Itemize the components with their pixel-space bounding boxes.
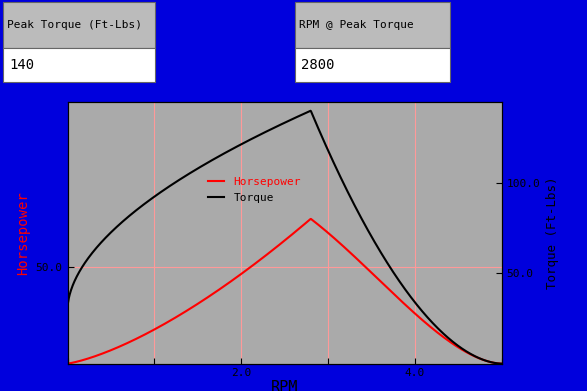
Text: 140: 140 [9,58,34,72]
X-axis label: RPM: RPM [271,380,298,391]
Y-axis label: Torque (Ft-Lbs): Torque (Ft-Lbs) [546,176,559,289]
Text: RPM @ Peak Torque: RPM @ Peak Torque [299,20,414,30]
Text: 2800: 2800 [301,58,335,72]
Bar [3,48,155,82]
Legend: Horsepower, Torque: Horsepower, Torque [203,173,305,207]
Bar [295,48,450,82]
Text: Peak Torque (Ft-Lbs): Peak Torque (Ft-Lbs) [7,20,142,30]
Bar [3,2,155,48]
Bar [295,2,450,48]
Y-axis label: Horsepower: Horsepower [16,191,30,274]
